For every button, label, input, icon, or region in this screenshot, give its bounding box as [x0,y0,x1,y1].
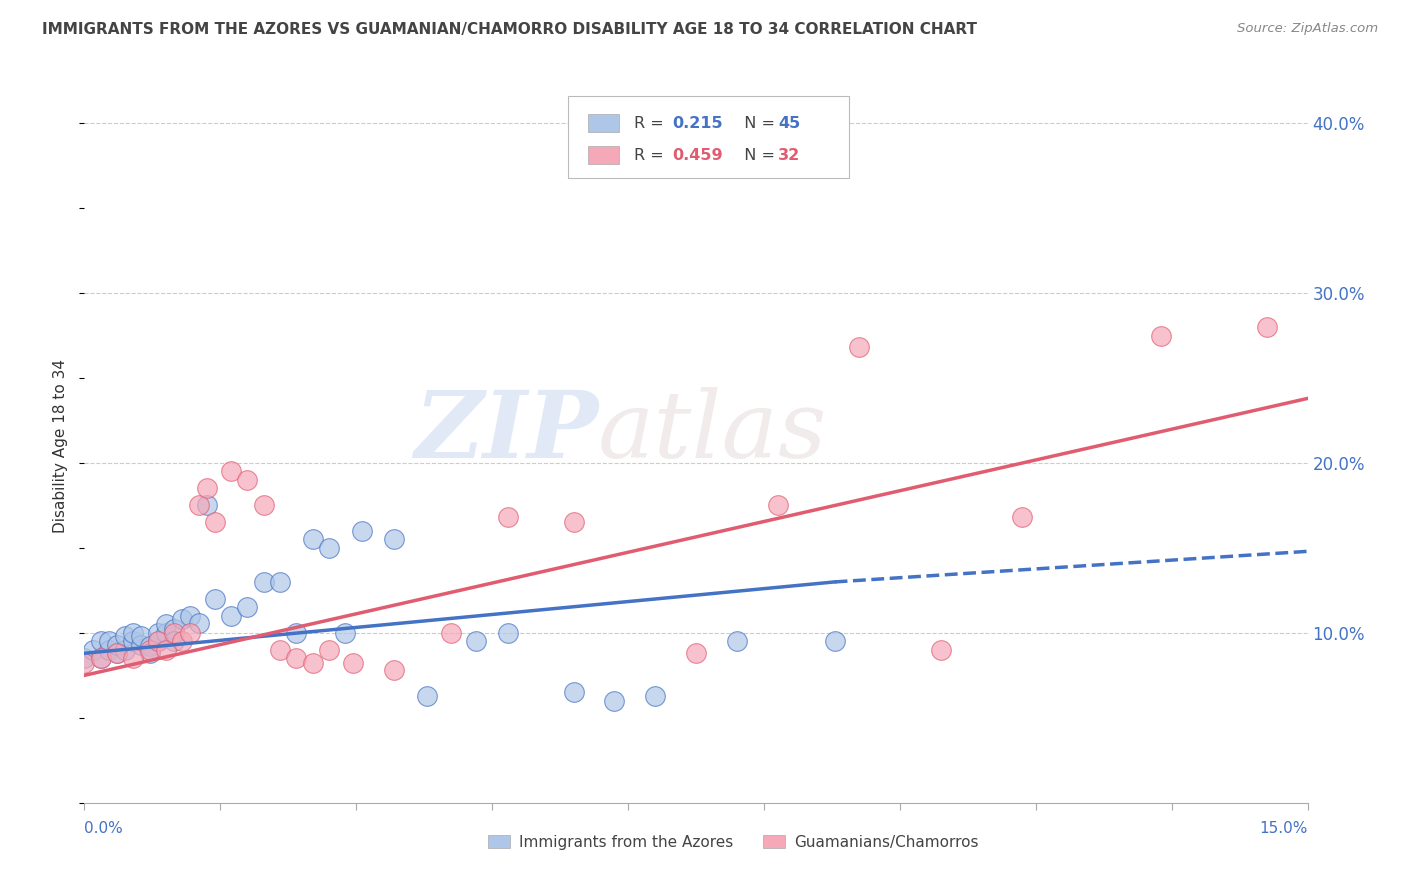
Point [269,574,291,589]
Text: 0.459: 0.459 [672,148,723,163]
Point [73,657,96,671]
Point [187,499,209,513]
Point [172,634,194,648]
Bar [763,835,786,847]
Point [146,626,169,640]
Point [236,600,259,615]
Point [236,473,259,487]
Point [73,651,96,665]
Text: 32: 32 [778,148,800,163]
Text: ZIP: ZIP [413,387,598,476]
Point [603,694,626,708]
Point [146,634,169,648]
Text: R =: R = [634,148,668,163]
Point [195,499,218,513]
Point [219,608,242,623]
Point [440,626,463,640]
Point [301,533,323,547]
Point [179,608,201,623]
Point [155,617,177,632]
Point [562,685,585,699]
Point [382,663,405,677]
Point [82,643,104,657]
Point [146,634,169,648]
Point [90,634,112,648]
Point [122,634,145,648]
Point [269,643,291,657]
Point [1150,328,1173,343]
Point [97,634,120,648]
Bar [588,114,619,132]
Point [1011,510,1033,524]
Point [848,341,870,355]
Text: Immigrants from the Azores: Immigrants from the Azores [519,835,733,849]
Y-axis label: Disability Age 18 to 34: Disability Age 18 to 34 [53,359,69,533]
Text: atlas: atlas [598,387,828,476]
Bar [588,146,619,164]
Point [416,689,439,703]
Point [253,499,276,513]
Point [155,626,177,640]
Point [318,643,340,657]
Point [172,612,194,626]
Point [195,482,218,496]
Point [285,626,308,640]
Text: N =: N = [734,148,780,163]
Text: 45: 45 [778,116,800,131]
Point [204,591,226,606]
Point [301,657,323,671]
Point [219,465,242,479]
Text: IMMIGRANTS FROM THE AZORES VS GUAMANIAN/CHAMORRO DISABILITY AGE 18 TO 34 CORRELA: IMMIGRANTS FROM THE AZORES VS GUAMANIAN/… [42,22,977,37]
Point [187,615,209,630]
Text: Guamanians/Chamorros: Guamanians/Chamorros [794,835,979,849]
Text: Source: ZipAtlas.com: Source: ZipAtlas.com [1237,22,1378,36]
Point [97,643,120,657]
Point [131,629,153,643]
Text: 15.0%: 15.0% [1260,821,1308,836]
Point [163,623,186,637]
Point [138,643,160,657]
Text: R =: R = [634,116,668,131]
Point [122,651,145,665]
Text: N =: N = [734,116,780,131]
FancyBboxPatch shape [568,96,849,178]
Point [138,640,160,654]
Point [179,626,201,640]
Point [382,533,405,547]
Point [90,651,112,665]
Point [90,651,112,665]
Point [562,516,585,530]
Point [253,574,276,589]
Point [725,634,748,648]
Point [285,651,308,665]
Point [163,634,186,648]
Point [318,541,340,555]
Point [824,634,846,648]
Point [498,626,520,640]
Point [114,629,136,643]
Point [105,638,128,652]
Text: 0.0%: 0.0% [84,821,124,836]
Point [131,638,153,652]
Point [1256,320,1278,334]
Bar [488,835,510,847]
Point [766,499,789,513]
Point [342,657,364,671]
Point [644,689,666,703]
Point [114,643,136,657]
Point [204,516,226,530]
Point [464,634,486,648]
Point [163,626,186,640]
Point [685,646,707,660]
Point [105,646,128,660]
Point [335,626,357,640]
Point [105,646,128,660]
Text: 0.215: 0.215 [672,116,723,131]
Point [350,524,373,538]
Point [122,626,145,640]
Point [929,643,952,657]
Point [138,646,160,660]
Point [155,643,177,657]
Point [498,510,520,524]
